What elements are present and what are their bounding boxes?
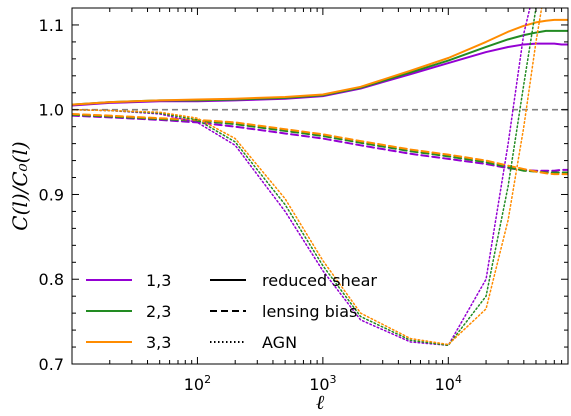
legend-label: reduced shear (262, 271, 377, 290)
legend-label: 2,3 (146, 302, 171, 321)
ticks-layer (71, 7, 569, 365)
tick-labels-layer: 102 103 104 0.7 0.8 0.9 1.0 1.1 (39, 16, 462, 394)
series-lensing-bias-3-3 (72, 112, 568, 176)
y-tick-label: 1.0 (39, 101, 64, 120)
legend-label: 3,3 (146, 333, 171, 352)
x-tick-label: 104 (435, 373, 462, 394)
x-tick-label: 102 (184, 373, 211, 394)
y-tick-label: 0.8 (39, 270, 64, 289)
series-lensing-bias-1-3 (72, 114, 568, 172)
series-reduced-shear-2-3 (72, 29, 568, 106)
x-axis-label: ℓ (316, 390, 325, 414)
x-tick-label: 103 (309, 373, 336, 394)
y-tick-label: 0.7 (39, 355, 64, 374)
series-reduced-shear-3-3 (72, 18, 568, 106)
series-AGN-1-3 (72, 8, 531, 347)
series-lensing-bias-2-3 (72, 113, 568, 174)
legend-label: lensing bias (262, 302, 357, 321)
y-tick-label: 1.1 (39, 16, 64, 35)
y-tick-label: 0.9 (39, 185, 64, 204)
series-AGN-2-3 (72, 8, 537, 347)
legend: 1,3 2,3 3,3 reduced shear lensing bias AGN (86, 271, 377, 352)
plot-frame (71, 7, 569, 365)
legend-label: 1,3 (146, 271, 171, 290)
legend-label: AGN (262, 333, 297, 352)
series-AGN-3-3 (72, 8, 543, 346)
series-layer (72, 8, 568, 347)
y-axis-label: C(l)/C₀(l) (8, 141, 32, 230)
